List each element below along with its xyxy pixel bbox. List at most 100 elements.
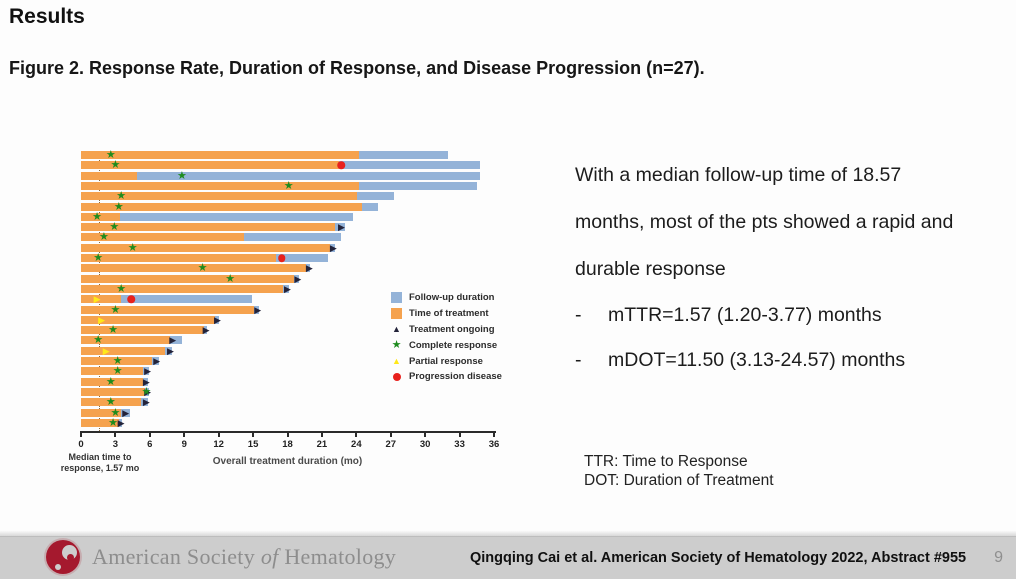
legend-item: Progression disease	[390, 369, 502, 385]
swimmer-plot: ★ ★ ★ ★ ★ ★ ★ ★ ▶ ★ ★ ▶ ★ ★ ▶ ★ ▶ ★ ▶ ▶ ★ ▶ ▶ ▶ ★ ▶ ★ ▶ ▶ ▶ ★ ▶ ★ ▶ ★ ▶ ▶ ★ ★ ▶…	[78, 149, 499, 451]
swimmer-row: ★	[81, 211, 494, 222]
treatment-ongoing-marker: ▶	[202, 325, 210, 336]
square-legend-icon	[390, 308, 403, 320]
complete-response-marker: ★	[141, 385, 152, 398]
ttr-definition: TTR: Time to Response	[584, 453, 748, 470]
complete-response-marker: ★	[112, 365, 123, 378]
treatment-bar	[81, 192, 358, 201]
complete-response-marker: ★	[93, 334, 104, 347]
swimmer-row: ★ ▶	[81, 334, 494, 347]
complete-response-marker: ★	[116, 190, 127, 203]
progression-marker	[127, 295, 136, 303]
followup-bar	[81, 295, 252, 304]
partial-response-marker: ▶	[93, 294, 101, 305]
x-axis-tick	[80, 433, 82, 437]
chart-legend: Follow-up duration Time of treatment ▲ Trea…	[390, 290, 502, 385]
x-axis-tick-label: 6	[147, 439, 153, 450]
mdot-value: mDOT=11.50 (3.13-24.57) months	[608, 349, 906, 371]
treatment-ongoing-marker: ▶	[144, 386, 151, 397]
complete-response-marker: ★	[283, 179, 294, 192]
progression-marker	[278, 254, 286, 262]
star-legend-icon: ★	[391, 338, 402, 351]
x-axis-tick-label: 30	[419, 439, 431, 450]
x-axis-tick	[148, 433, 151, 437]
x-axis-tick	[286, 433, 289, 437]
treatment-bar	[81, 233, 244, 242]
summary-bullet-mttr: - mTTR=1.57 (1.20-3.77) months	[575, 293, 1015, 338]
bullet-dash: -	[575, 349, 582, 371]
treatment-bar	[81, 274, 295, 283]
swimmer-row: ★	[81, 201, 494, 212]
figure-caption: Figure 2. Response Rate, Duration of Res…	[9, 58, 705, 78]
treatment-bar	[81, 315, 216, 324]
ash-wordmark: American Society of Hematology	[92, 544, 397, 569]
legend-item: ▲ Partial response	[390, 353, 502, 369]
median-time-note: Median time to response, 1.57 mo	[22, 452, 178, 473]
triangle-up-legend-icon: ▲	[392, 355, 401, 366]
slide-title: Results	[9, 5, 85, 28]
footer-bar: American Society of Hematology Qingqing …	[0, 536, 1016, 579]
swimmer-row: ★ ▶	[81, 273, 494, 284]
legend-item: Time of treatment	[390, 306, 502, 322]
swimmer-row: ★ ▶	[81, 221, 494, 234]
complete-response-marker: ★	[105, 149, 116, 161]
median-time-note-line2: response, 1.57 mo	[60, 462, 140, 473]
complete-response-marker: ★	[93, 252, 104, 264]
treatment-bar	[81, 181, 359, 190]
x-axis-tick	[424, 433, 427, 437]
x-axis-tick-label: 3	[112, 439, 119, 450]
swimmer-row: ★ ▶	[81, 365, 494, 378]
treatment-bar	[81, 212, 120, 221]
summary-bullet-mdot: - mDOT=11.50 (3.13-24.57) months	[575, 338, 1015, 383]
treatment-ongoing-marker: ▶	[305, 263, 313, 274]
treatment-bar	[81, 171, 138, 180]
complete-response-marker: ★	[177, 169, 187, 182]
treatment-ongoing-marker: ▶	[142, 376, 150, 387]
footer-citation: Qingqing Cai et al. American Society of …	[470, 550, 967, 566]
treatment-bar	[81, 398, 141, 407]
complete-response-marker: ★	[108, 416, 119, 429]
circle-legend-icon	[390, 372, 403, 381]
complete-response-marker: ★	[110, 303, 121, 316]
swimmer-row: ★ ▶	[81, 376, 494, 387]
triangle-up-legend-icon: ▲	[392, 323, 401, 334]
treatment-ongoing-marker: ▶	[117, 417, 125, 428]
progression-marker	[337, 161, 346, 170]
treatment-bar	[81, 346, 165, 355]
treatment-ongoing-marker: ▶	[337, 222, 345, 233]
x-axis-tick	[320, 433, 323, 437]
footer-shadow	[0, 530, 1016, 536]
treatment-ongoing-marker: ▶	[153, 356, 161, 366]
x-axis-tick	[458, 433, 461, 437]
x-axis-tick-label: 9	[181, 439, 187, 450]
swimmer-row: ★	[81, 190, 494, 203]
treatment-bar	[81, 243, 330, 252]
treatment-bar	[81, 336, 171, 345]
swimmer-row: ★ ▶	[81, 407, 494, 418]
summary-line: months, most of the pts showed a rapid a…	[575, 211, 954, 233]
treatment-ongoing-marker: ▶	[142, 397, 150, 408]
square-legend-icon	[390, 292, 403, 304]
abbreviation-footnote: TTR: Time to Response DOT: Duration of T…	[584, 452, 774, 490]
complete-response-marker: ★	[109, 221, 120, 234]
swimmer-row: ★ ▶	[81, 303, 494, 316]
swimmer-row: ▶ ▶	[81, 345, 494, 356]
legend-label: Time of treatment	[409, 308, 489, 320]
x-axis-label: Overall treatment duration (mo)	[212, 456, 363, 467]
swimmer-row: ★ ▶	[81, 283, 494, 294]
complete-response-marker: ★	[197, 262, 208, 275]
partial-response-marker: ▶	[102, 345, 110, 356]
x-axis-line	[80, 431, 496, 433]
summary-text-block: With a median follow-up time of 18.57 mo…	[575, 152, 1015, 383]
treatment-bar	[81, 367, 143, 376]
x-axis-tick	[252, 433, 255, 437]
complete-response-marker: ★	[110, 159, 121, 172]
treatment-bar	[81, 305, 255, 314]
legend-item: ▲ Treatment ongoing	[390, 322, 502, 338]
x-axis-tick	[355, 433, 358, 437]
complete-response-marker: ★	[99, 231, 109, 244]
legend-label: Progression disease	[409, 371, 502, 383]
summary-line: durable response	[575, 258, 726, 280]
treatment-bar	[81, 284, 283, 293]
